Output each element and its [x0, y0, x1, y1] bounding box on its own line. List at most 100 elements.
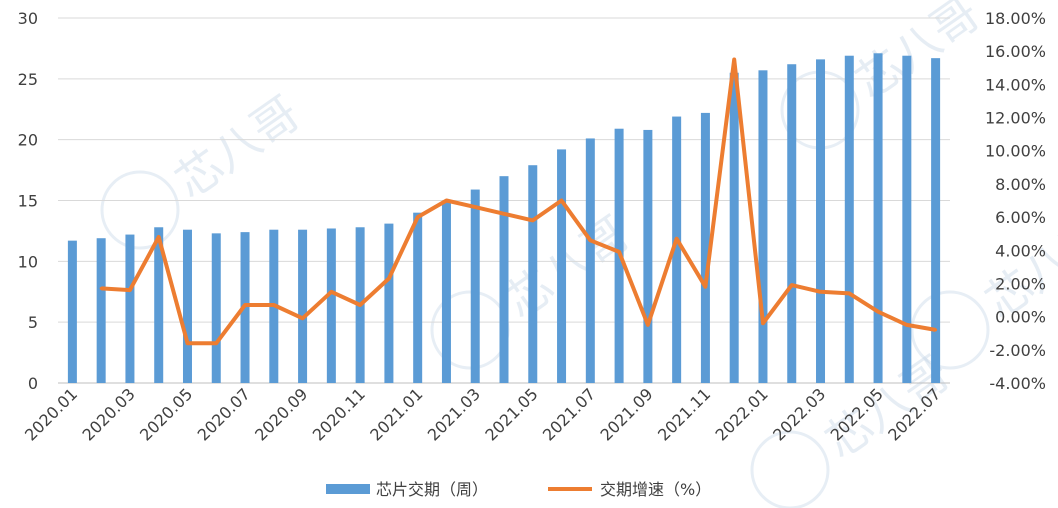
watermark-text: 芯八哥: [165, 86, 309, 209]
watermark-logo-ring: [910, 290, 990, 370]
bar: [643, 129, 653, 383]
right-tick-label: 12.00%: [985, 109, 1046, 128]
line-point: [646, 323, 650, 327]
x-tick-label: 2022.03: [769, 384, 829, 444]
line-point: [876, 310, 880, 314]
bar-series: [67, 53, 941, 384]
x-tick-label: 2020.07: [194, 384, 254, 444]
bar: [154, 227, 164, 383]
right-tick-label: 8.00%: [995, 175, 1046, 194]
left-tick-label: 5: [28, 313, 38, 332]
line-point: [387, 276, 391, 280]
bar: [96, 238, 106, 383]
bar: [326, 228, 336, 383]
legend: 芯片交期（周） 交期增速（%）: [326, 480, 711, 499]
bar: [931, 58, 941, 384]
line-point: [99, 286, 103, 290]
bar: [528, 165, 538, 383]
x-tick-label: 2022.01: [712, 384, 772, 444]
series-line: [101, 57, 936, 346]
line-point: [531, 218, 535, 222]
watermark-logo-ring: [750, 430, 830, 508]
line-point: [301, 316, 305, 320]
bar: [729, 72, 739, 383]
x-tick-label: 2020.11: [309, 384, 369, 444]
left-tick-label: 30: [18, 9, 38, 28]
left-axis: 0 5 10 15 20 25 30: [18, 9, 38, 393]
right-axis: -4.00% -2.00% 0.00% 2.00% 4.00% 6.00% 8.00% 10.…: [985, 9, 1046, 393]
line-point: [243, 303, 247, 307]
bar: [873, 53, 883, 384]
line-point: [444, 199, 448, 202]
right-tick-label: 6.00%: [995, 208, 1046, 227]
line-point: [761, 321, 765, 325]
bar: [470, 189, 480, 383]
line-point: [128, 288, 132, 292]
left-tick-label: 10: [18, 252, 38, 271]
x-tick-label: 2021.07: [539, 384, 599, 444]
bar: [585, 138, 595, 383]
watermark-logo-ring: [100, 170, 180, 250]
legend-bar-swatch: [326, 484, 370, 494]
bar: [672, 116, 682, 384]
x-tick-label: 2021.11: [654, 384, 714, 444]
right-tick-label: 10.00%: [985, 142, 1046, 161]
left-tick-label: 0: [28, 374, 38, 393]
right-tick-label: 4.00%: [995, 241, 1046, 260]
line-point: [272, 303, 276, 307]
line-point: [416, 215, 420, 219]
line-point: [732, 57, 736, 61]
bar: [182, 229, 192, 383]
bar: [384, 223, 394, 383]
bar: [441, 200, 451, 383]
x-tick-label: 2020.01: [21, 384, 81, 444]
line-point: [819, 290, 823, 294]
right-tick-label: 2.00%: [995, 274, 1046, 293]
line-point: [329, 290, 333, 294]
x-tick-label: 2021.09: [596, 384, 656, 444]
bar: [700, 112, 710, 384]
bar: [125, 234, 135, 383]
left-tick-label: 25: [18, 70, 38, 89]
right-tick-label: -4.00%: [989, 374, 1046, 393]
line-point: [214, 341, 218, 345]
left-tick-label: 20: [18, 131, 38, 150]
line-point: [675, 237, 679, 241]
bar: [211, 233, 221, 383]
right-tick-label: 16.00%: [985, 42, 1046, 61]
right-tick-label: -2.00%: [989, 341, 1046, 360]
bar: [787, 64, 797, 383]
line-point: [473, 205, 477, 209]
watermark-text: 芯八哥: [845, 0, 989, 109]
bar: [413, 212, 423, 383]
bar: [298, 229, 308, 383]
line-point: [157, 235, 161, 239]
bar: [902, 55, 912, 383]
x-tick-label: 2021.01: [366, 384, 426, 444]
x-tick-label: 2021.05: [481, 384, 541, 444]
line-point: [934, 328, 938, 332]
line-series: [99, 57, 938, 346]
line-point: [617, 250, 621, 254]
line-point: [703, 285, 707, 289]
x-tick-label: 2020.09: [251, 384, 311, 444]
line-point: [185, 341, 189, 345]
bar: [67, 240, 77, 383]
line-point: [847, 291, 851, 295]
right-tick-label: 18.00%: [985, 9, 1046, 28]
line-point: [502, 212, 506, 216]
line-point: [588, 238, 592, 242]
x-tick-label: 2021.03: [424, 384, 484, 444]
legend-bar-label: 芯片交期（周）: [376, 480, 488, 499]
line-point: [905, 323, 909, 327]
bar: [499, 176, 509, 383]
right-tick-label: 14.00%: [985, 75, 1046, 94]
line-point: [790, 283, 794, 287]
legend-line-label: 交期增速（%）: [600, 480, 711, 499]
bar: [758, 70, 768, 384]
bar: [557, 149, 567, 383]
line-point: [560, 199, 564, 202]
right-tick-label: 0.00%: [995, 308, 1046, 327]
bar: [816, 59, 826, 383]
